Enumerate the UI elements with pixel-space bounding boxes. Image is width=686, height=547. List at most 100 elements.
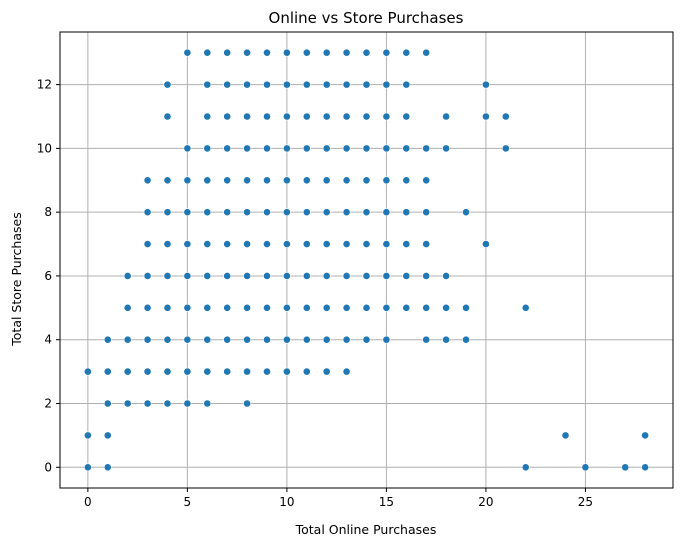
scatter-point (143, 240, 152, 248)
scatter-point (103, 431, 112, 440)
scatter-point (83, 431, 92, 440)
scatter-point (243, 80, 251, 89)
x-tick-label: 5 (184, 495, 192, 509)
scatter-point (263, 208, 271, 217)
scatter-point (223, 112, 232, 121)
scatter-point (402, 48, 411, 57)
y-tick-label: 6 (44, 269, 52, 283)
y-tick-label: 10 (37, 141, 52, 155)
scatter-point (183, 144, 192, 153)
scatter-point (223, 240, 232, 248)
y-tick-label: 4 (44, 333, 52, 347)
scatter-point (163, 208, 172, 217)
scatter-point (462, 303, 470, 312)
y-axis-label: Total Store Purchases (9, 212, 24, 346)
scatter-point (282, 367, 291, 376)
scatter-point (223, 48, 232, 57)
scatter-point (302, 303, 311, 312)
scatter-point (282, 240, 291, 248)
scatter-point (163, 303, 172, 312)
scatter-point (402, 112, 411, 121)
scatter-point (203, 303, 212, 312)
scatter-point (263, 80, 271, 89)
scatter-point (402, 144, 411, 153)
scatter-point (282, 176, 291, 185)
scatter-point (501, 144, 510, 153)
scatter-point (223, 176, 232, 185)
scatter-point (422, 240, 431, 248)
scatter-point (322, 48, 331, 57)
scatter-point (342, 48, 351, 57)
scatter-point (282, 303, 291, 312)
x-tick-label: 15 (379, 495, 394, 509)
scatter-point (422, 208, 431, 217)
scatter-point (302, 272, 311, 280)
scatter-point (183, 272, 192, 280)
scatter-point (402, 176, 411, 185)
scatter-point (183, 208, 192, 217)
scatter-point (302, 144, 311, 153)
scatter-point (282, 144, 291, 153)
scatter-point (203, 335, 212, 344)
scatter-point (243, 272, 251, 280)
scatter-point (123, 367, 132, 376)
scatter-point (302, 367, 311, 376)
scatter-point (243, 335, 251, 344)
scatter-point (342, 112, 351, 121)
scatter-point (382, 335, 391, 344)
scatter-point (223, 208, 232, 217)
scatter-point (243, 399, 251, 408)
scatter-point (302, 112, 311, 121)
scatter-point (143, 208, 152, 217)
scatter-point (203, 80, 212, 89)
scatter-point (263, 176, 271, 185)
scatter-point (243, 208, 251, 217)
scatter-point (183, 48, 192, 57)
scatter-point (203, 240, 212, 248)
scatter-point (402, 272, 411, 280)
scatter-point (422, 144, 431, 153)
scatter-point (282, 208, 291, 217)
scatter-point (302, 80, 311, 89)
scatter-point (123, 335, 132, 344)
scatter-point (422, 176, 431, 185)
y-tick-label: 8 (44, 205, 52, 219)
scatter-point (282, 112, 291, 121)
scatter-point (362, 144, 371, 153)
scatter-point (143, 272, 152, 280)
x-tick-label: 20 (478, 495, 493, 509)
scatter-point (163, 80, 172, 89)
scatter-point (263, 367, 271, 376)
scatter-point (282, 335, 291, 344)
scatter-point (402, 303, 411, 312)
scatter-point (263, 303, 271, 312)
scatter-point (362, 240, 371, 248)
scatter-point (322, 80, 331, 89)
scatter-point (342, 335, 351, 344)
scatter-point (203, 367, 212, 376)
x-tick-label: 0 (84, 495, 92, 509)
scatter-point (163, 112, 172, 121)
scatter-point (103, 367, 112, 376)
scatter-point (382, 112, 391, 121)
scatter-point (442, 335, 451, 344)
x-axis-label: Total Online Purchases (295, 522, 437, 537)
scatter-point (322, 176, 331, 185)
scatter-point (322, 240, 331, 248)
scatter-point (521, 463, 530, 472)
scatter-point (422, 303, 431, 312)
scatter-point (83, 463, 92, 472)
scatter-point (382, 48, 391, 57)
scatter-point (223, 303, 232, 312)
scatter-point (203, 272, 212, 280)
scatter-point (183, 240, 192, 248)
scatter-point (462, 208, 470, 217)
scatter-point (342, 303, 351, 312)
scatter-point (362, 112, 371, 121)
scatter-point (263, 112, 271, 121)
scatter-point (203, 176, 212, 185)
scatter-point (203, 144, 212, 153)
scatter-point (203, 48, 212, 57)
